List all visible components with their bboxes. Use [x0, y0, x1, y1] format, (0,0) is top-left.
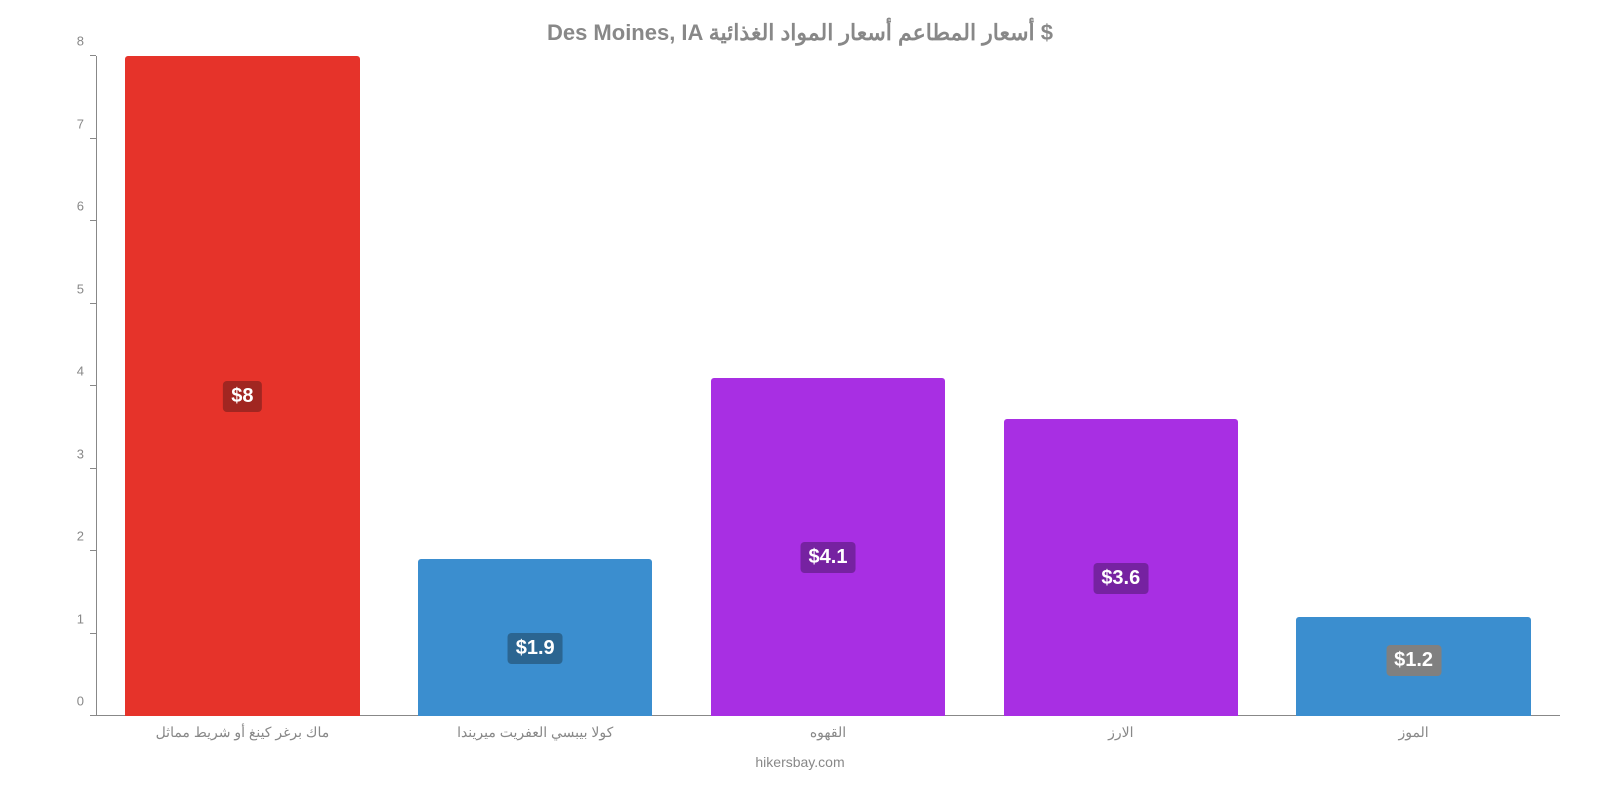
y-axis: 012345678 — [60, 56, 90, 716]
bar-value-label: $4.1 — [801, 542, 856, 573]
x-axis-label: الموز — [1398, 724, 1428, 741]
x-axis-label: القهوه — [810, 724, 846, 741]
chart-title: Des Moines, IA أسعار المطاعم أسعار الموا… — [40, 20, 1560, 46]
y-tick-label: 7 — [60, 116, 90, 131]
y-tick-label: 2 — [60, 529, 90, 544]
bars-area: $8ماك برغر كينغ أو شريط مماثل$1.9كولا بي… — [96, 56, 1560, 716]
bar-value-label: $1.2 — [1386, 645, 1441, 676]
y-tick-label: 3 — [60, 446, 90, 461]
bar-slot: $8ماك برغر كينغ أو شريط مماثل — [96, 56, 389, 716]
x-axis-label: ماك برغر كينغ أو شريط مماثل — [156, 724, 330, 741]
y-tick-label: 0 — [60, 694, 90, 709]
bar-slot: $1.9كولا بيبسي العفريت ميريندا — [389, 56, 682, 716]
bar-slot: $4.1القهوه — [682, 56, 975, 716]
chart-footer: hikersbay.com — [40, 754, 1560, 770]
y-tick-label: 6 — [60, 199, 90, 214]
y-tick-label: 1 — [60, 611, 90, 626]
bar-slot: $1.2الموز — [1267, 56, 1560, 716]
x-axis-label: كولا بيبسي العفريت ميريندا — [457, 724, 613, 741]
x-axis-label: الارز — [1108, 724, 1133, 741]
bar-value-label: $1.9 — [508, 633, 563, 664]
chart-container: Des Moines, IA أسعار المطاعم أسعار الموا… — [0, 0, 1600, 800]
y-tick-label: 4 — [60, 364, 90, 379]
y-tick-label: 8 — [60, 34, 90, 49]
y-tick-label: 5 — [60, 281, 90, 296]
plot-area: 012345678 $8ماك برغر كينغ أو شريط مماثل$… — [60, 56, 1580, 716]
bar-value-label: $3.6 — [1093, 563, 1148, 594]
bar-value-label: $8 — [223, 381, 261, 412]
bar-slot: $3.6الارز — [974, 56, 1267, 716]
